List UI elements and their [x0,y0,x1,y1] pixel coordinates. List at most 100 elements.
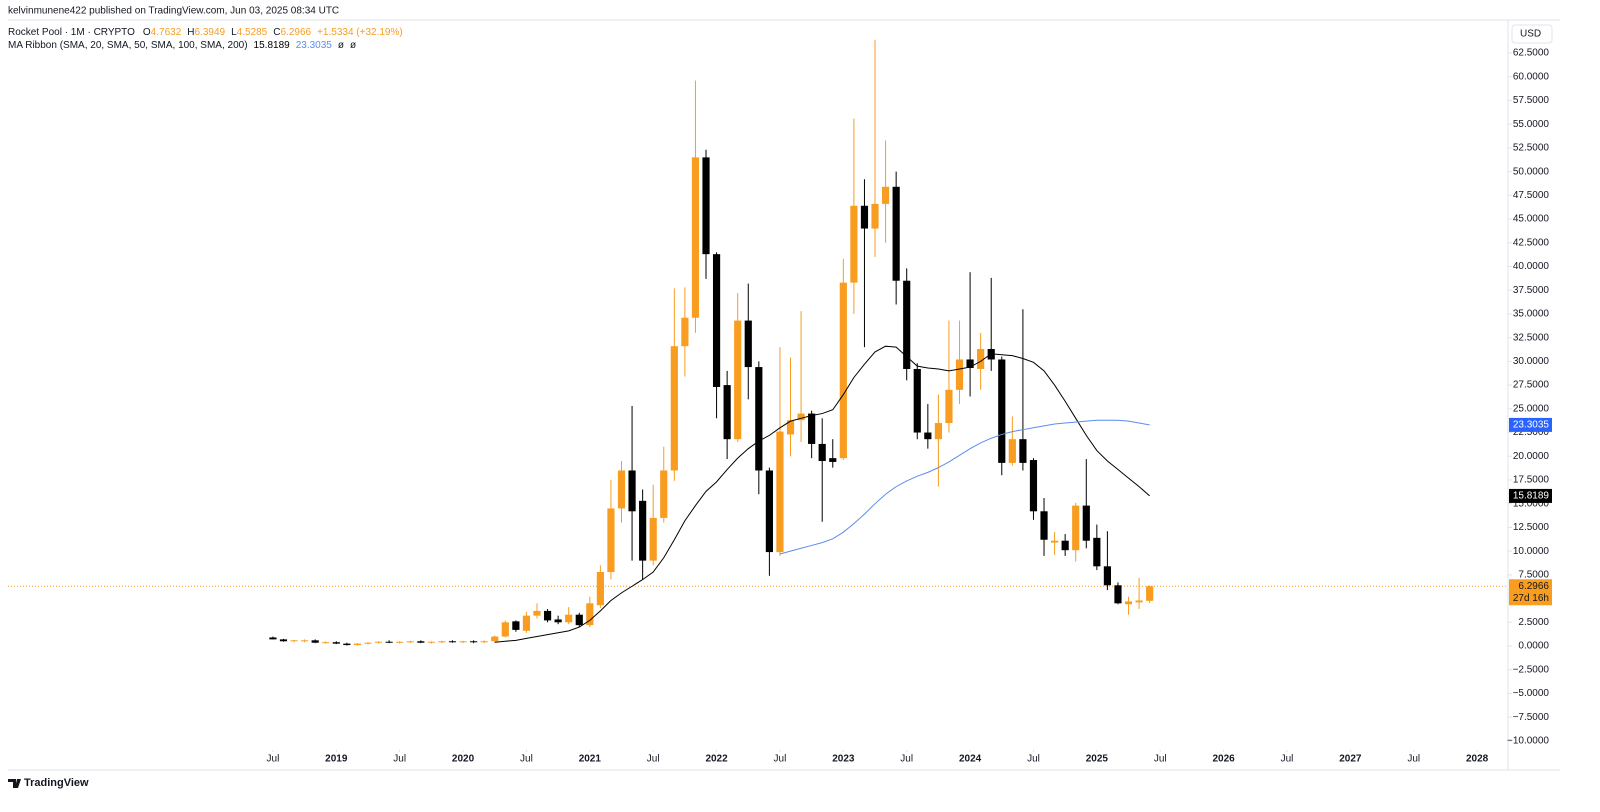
candle-body [480,641,488,643]
candle-body [586,603,594,626]
candle-body [343,643,351,646]
candle-body [533,610,541,616]
currency-box[interactable] [1511,24,1553,44]
y-tick-label: 52.5000 [1513,143,1550,154]
y-tick-label: 32.5000 [1513,332,1550,343]
candle-body [1135,600,1143,603]
candle-body [1019,439,1027,463]
y-tick-label: 35.0000 [1513,309,1550,320]
candle-body [839,282,847,459]
x-tick-label: 2027 [1339,754,1362,765]
candle-body [501,622,509,637]
x-tick-label: Jul [267,754,280,765]
y-tick-label: 55.0000 [1513,119,1550,130]
ohlc-value: 6.3949 [195,27,226,38]
indicator-value: 15.8189 [254,40,291,51]
candle-body [734,320,742,440]
candle-body [977,349,985,369]
ma-line [779,419,1150,555]
candle-body [903,280,911,369]
y-tick-label: −5.0000 [1513,688,1550,699]
x-tick-label: 2022 [705,754,728,765]
indicator-legend: MA Ribbon (SMA, 20, SMA, 50, SMA, 100, S… [8,40,356,51]
candle-body [797,413,805,421]
candle-body [1114,585,1122,604]
candle-body [786,420,795,435]
ohlc-value: 4.5285 [237,27,268,38]
candle-body [269,637,277,640]
y-tick-label: 2.5000 [1518,617,1549,628]
candle-body [512,621,520,630]
candle-body [554,619,562,623]
candle-body [818,443,826,461]
candle-body [860,205,869,229]
ma-price-box [1509,417,1552,432]
candle-body [396,641,404,643]
y-tick-label: 50.0000 [1513,166,1550,177]
y-tick-label: 7.5000 [1518,569,1549,580]
candle-body [364,642,372,644]
y-tick-label: 15.0000 [1513,498,1550,509]
y-tick-label: 47.5000 [1513,190,1550,201]
candle-body [765,470,773,553]
candle-body [681,317,689,347]
candle-body [702,157,710,255]
ma-price-label: 15.8189 [1513,491,1550,502]
candle-body [871,203,879,229]
candle-body [1040,511,1048,540]
ohlc-value: 6.2966 [280,27,311,38]
candle-body [417,641,425,643]
candle-body [639,500,647,561]
x-tick-label: 2019 [325,754,348,765]
candle-body [776,431,784,553]
candle-body [470,641,478,643]
candle-body [924,432,932,440]
x-tick-label: 2021 [579,754,602,765]
candle-body [744,320,752,368]
ohlc-letter: L [231,27,237,38]
x-tick-label: Jul [900,754,913,765]
candle-body [1103,566,1111,586]
candle-body [913,368,921,433]
candle-body [322,642,330,644]
candle-body [829,458,837,462]
candle-body [649,517,657,561]
candle-body [966,359,974,369]
candle-body [881,186,890,204]
candle-body [1072,505,1080,551]
candle-body [543,610,552,621]
x-tick-label: 2023 [832,754,855,765]
candle-body [290,640,298,642]
x-tick-label: Jul [1407,754,1420,765]
candle-body [1029,460,1038,512]
candle-body [596,572,604,606]
candle-body [945,389,953,424]
x-tick-label: Jul [1027,754,1040,765]
y-tick-label: 62.5000 [1513,48,1550,59]
x-tick-label: Jul [774,754,787,765]
indicator-empty: ø [350,40,356,51]
x-tick-label: Jul [393,754,406,765]
x-tick-label: 2028 [1466,754,1489,765]
candle-body [332,642,340,644]
symbol-legend: Rocket Pool · 1M · CRYPTO O4.7632 H6.3949 L… [8,27,403,38]
brand-logo [8,779,21,788]
y-tick-label: 45.0000 [1513,214,1550,225]
candle-body [438,641,446,643]
y-tick-label: 40.0000 [1513,261,1550,272]
candle-body [565,614,573,623]
change: +1.5334 (+32.19%) [317,27,403,38]
ohlc-letter: C [273,27,280,38]
y-tick-label: 60.0000 [1513,71,1550,82]
candle-body [279,639,288,642]
candle-body [628,470,636,512]
currency[interactable]: USD [1520,29,1541,40]
y-tick-label: 37.5000 [1513,285,1550,296]
candle-body [406,641,414,643]
y-tick-label: 30.0000 [1513,356,1550,367]
x-tick-label: 2020 [452,754,475,765]
indicator-empty: ø [338,40,344,51]
indicator: MA Ribbon (SMA, 20, SMA, 50, SMA, 100, S… [8,40,248,51]
